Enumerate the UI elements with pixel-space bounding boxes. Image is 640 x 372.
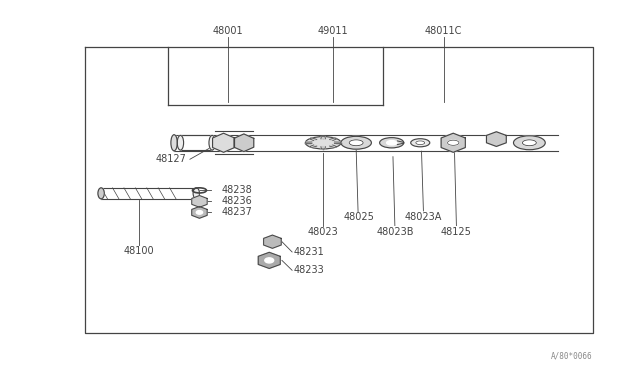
Polygon shape — [321, 137, 326, 139]
Ellipse shape — [193, 188, 200, 199]
Ellipse shape — [522, 140, 536, 146]
Text: 48023B: 48023B — [376, 227, 413, 237]
Text: 48125: 48125 — [441, 227, 472, 237]
Text: 48023: 48023 — [308, 227, 339, 237]
Polygon shape — [441, 133, 465, 152]
Polygon shape — [234, 134, 253, 151]
Polygon shape — [305, 142, 312, 144]
Ellipse shape — [387, 141, 397, 145]
Polygon shape — [192, 196, 207, 207]
Text: 48025: 48025 — [344, 212, 375, 222]
Text: 48127: 48127 — [156, 154, 187, 164]
Text: 48023A: 48023A — [404, 212, 442, 222]
Text: 49011: 49011 — [317, 26, 348, 36]
Ellipse shape — [98, 188, 104, 199]
Ellipse shape — [196, 211, 203, 214]
Ellipse shape — [349, 140, 363, 146]
Text: 48233: 48233 — [293, 265, 324, 275]
Polygon shape — [486, 132, 506, 147]
Ellipse shape — [209, 135, 215, 150]
Ellipse shape — [265, 258, 274, 263]
Text: 48001: 48001 — [212, 26, 243, 36]
Text: 48236: 48236 — [221, 196, 252, 206]
Ellipse shape — [411, 139, 429, 147]
Ellipse shape — [447, 140, 459, 145]
Polygon shape — [321, 147, 326, 149]
Polygon shape — [330, 145, 337, 148]
Text: 48231: 48231 — [293, 247, 324, 257]
Polygon shape — [330, 138, 337, 141]
Polygon shape — [192, 206, 207, 218]
Polygon shape — [259, 252, 280, 269]
Text: A/80*0066: A/80*0066 — [551, 351, 593, 360]
Polygon shape — [334, 142, 341, 144]
Polygon shape — [309, 145, 317, 148]
Ellipse shape — [341, 137, 371, 149]
Polygon shape — [212, 133, 234, 152]
Text: 48100: 48100 — [124, 247, 154, 256]
Ellipse shape — [305, 137, 341, 149]
Polygon shape — [309, 138, 317, 141]
Ellipse shape — [513, 136, 545, 150]
Text: 48238: 48238 — [221, 185, 252, 195]
Ellipse shape — [416, 141, 425, 145]
Text: 48237: 48237 — [221, 207, 253, 217]
Text: 48011C: 48011C — [425, 26, 463, 36]
Ellipse shape — [380, 138, 404, 148]
Polygon shape — [264, 235, 281, 248]
Ellipse shape — [171, 135, 177, 151]
Ellipse shape — [177, 135, 184, 150]
